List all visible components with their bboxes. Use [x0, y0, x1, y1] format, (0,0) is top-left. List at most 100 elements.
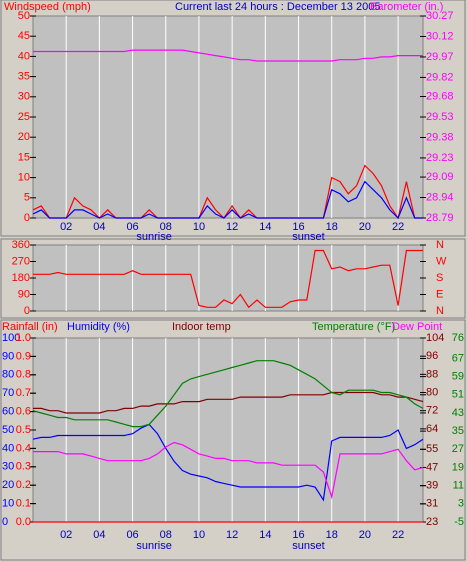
- y-tick-label: 64: [426, 423, 438, 435]
- y-tick-label: 59: [452, 371, 464, 383]
- y-tick-label: 50: [18, 10, 30, 22]
- annotation: sunset: [292, 540, 324, 552]
- y-tick-label: 0: [24, 305, 30, 317]
- y-tick-label: 10: [18, 172, 30, 184]
- y-tick-label: 3: [458, 498, 464, 510]
- y-tick-label: 39: [426, 480, 438, 492]
- y-tick-label: 80: [426, 386, 438, 398]
- y-tick-label: 47: [426, 461, 438, 473]
- y-tick-label: 20: [18, 131, 30, 143]
- y-tick-label: 0.4: [16, 442, 31, 454]
- annotation: sunset: [292, 231, 324, 243]
- y-tick-label: 29.68: [426, 90, 454, 102]
- legend-label: Dew Point: [392, 321, 442, 333]
- series-line: [32, 423, 424, 502]
- legend-label: Windspeed (mph): [4, 1, 91, 13]
- y-tick-label: 27: [452, 443, 464, 455]
- x-tick-label: 18: [326, 221, 338, 233]
- x-tick-label: 08: [160, 221, 172, 233]
- chart-title: Current last 24 hours : December 13 2005: [175, 1, 380, 13]
- series-line: [33, 249, 423, 309]
- x-tick-label: 16: [292, 529, 304, 541]
- x-tick-label: 10: [193, 529, 205, 541]
- y-tick-label: 29.23: [426, 152, 454, 164]
- y-tick-label: 30: [18, 91, 30, 103]
- x-tick-label: 02: [60, 529, 72, 541]
- panel-frame: [0, 238, 466, 319]
- annotation: sunrise: [136, 231, 171, 243]
- y-tick-label: 35: [452, 425, 464, 437]
- x-tick-label: 12: [226, 529, 238, 541]
- y-tick-label: 67: [452, 352, 464, 364]
- y-tick-label: 45: [18, 30, 30, 42]
- x-tick-label: 06: [126, 221, 138, 233]
- series-line: [32, 164, 423, 220]
- y-tick-label: 0.8: [16, 369, 31, 381]
- y-tick-label: 70: [2, 387, 14, 399]
- y-tick-label: 29.09: [426, 171, 454, 183]
- series-line: [33, 391, 424, 414]
- y-tick-label: 35: [18, 71, 30, 83]
- legend-label: Rainfall (in): [2, 321, 58, 333]
- x-tick-label: 12: [226, 221, 238, 233]
- panel-frame: [0, 0, 466, 237]
- y-tick-label: 28.79: [426, 212, 454, 224]
- y-tick-label: 50: [2, 424, 14, 436]
- y-tick-label: 0.1: [16, 498, 31, 510]
- y-tick-label: -5: [454, 516, 464, 528]
- plot-area: [32, 244, 424, 312]
- y-tick-label: 40: [2, 442, 14, 454]
- y-tick-label: 80: [2, 369, 14, 381]
- y-tick-label: 19: [452, 461, 464, 473]
- y-tick-label: 360: [12, 239, 30, 251]
- annotation: sunrise: [136, 540, 171, 552]
- legend-label: Barometer (in.): [370, 1, 443, 13]
- y-tick-label: S: [436, 272, 443, 284]
- y-tick-label: 104: [426, 332, 444, 344]
- y-tick-label: 30: [2, 461, 14, 473]
- y-tick-label: 23: [426, 516, 438, 528]
- y-tick-label: 90: [18, 288, 30, 300]
- y-tick-label: 29.38: [426, 131, 454, 143]
- y-tick-label: 96: [426, 350, 438, 362]
- y-tick-label: 30.27: [426, 10, 454, 22]
- x-tick-label: 10: [193, 221, 205, 233]
- series-line: [33, 49, 423, 62]
- y-tick-label: N: [436, 239, 444, 251]
- x-tick-label: 04: [93, 221, 105, 233]
- y-tick-label: 0.3: [16, 461, 31, 473]
- y-tick-label: 60: [2, 406, 14, 418]
- y-tick-label: 29.97: [426, 51, 454, 63]
- y-tick-label: 0.6: [16, 406, 31, 418]
- plot-area: [32, 15, 424, 219]
- y-tick-label: 100: [2, 332, 20, 344]
- x-tick-label: 08: [160, 529, 172, 541]
- y-tick-label: E: [436, 288, 443, 300]
- x-tick-label: 20: [359, 529, 371, 541]
- y-tick-label: 30.12: [426, 30, 454, 42]
- legend-label: Humidity (%): [67, 321, 130, 333]
- y-tick-label: 40: [18, 50, 30, 62]
- y-tick-label: 270: [12, 255, 30, 267]
- y-tick-label: N: [436, 305, 444, 317]
- y-tick-label: 180: [12, 272, 30, 284]
- y-tick-label: 0.2: [16, 479, 31, 491]
- x-tick-label: 14: [259, 529, 271, 541]
- y-tick-label: 76: [452, 332, 464, 344]
- x-tick-label: 22: [392, 529, 404, 541]
- y-tick-label: W: [436, 255, 447, 267]
- y-tick-label: 5: [24, 192, 30, 204]
- y-tick-label: 25: [18, 111, 30, 123]
- x-tick-label: 16: [292, 221, 304, 233]
- panel-frame: [0, 319, 466, 561]
- y-tick-label: 31: [426, 498, 438, 510]
- y-tick-label: 0: [2, 516, 8, 528]
- y-tick-label: 29.82: [426, 71, 454, 83]
- y-tick-label: 0: [24, 212, 30, 224]
- y-tick-label: 90: [2, 350, 14, 362]
- y-tick-label: 51: [452, 389, 464, 401]
- series-line: [32, 360, 424, 428]
- y-tick-label: 72: [426, 405, 438, 417]
- y-tick-label: 11: [453, 480, 464, 492]
